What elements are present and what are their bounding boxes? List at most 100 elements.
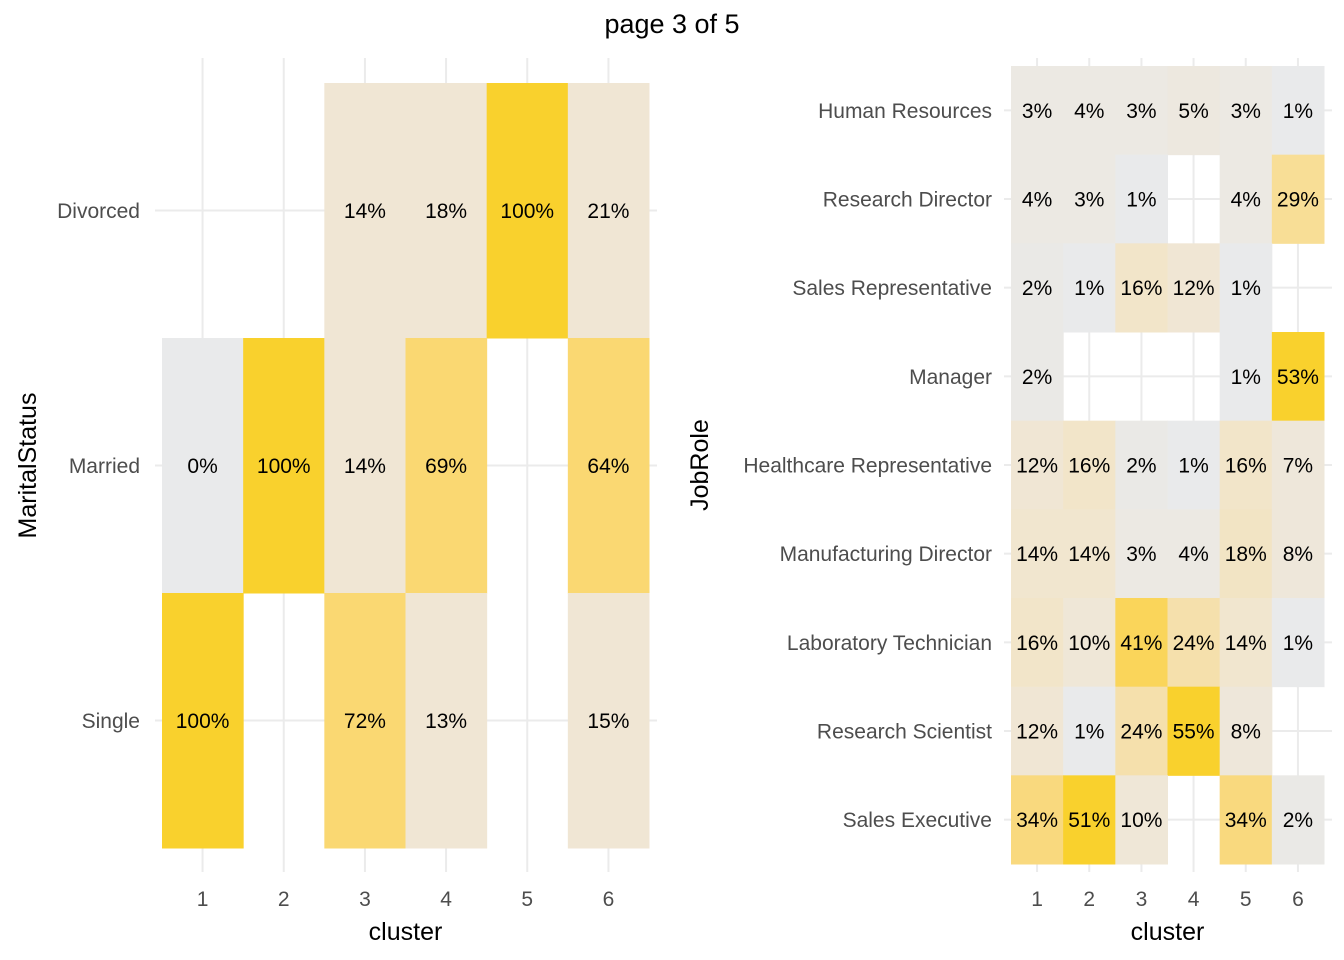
cell-label: 21% <box>587 200 629 223</box>
x-axis-title: cluster <box>1131 918 1205 946</box>
cell-label: 14% <box>344 200 386 223</box>
y-tick-label: Manager <box>909 366 992 389</box>
y-tick-label: Research Scientist <box>817 721 992 744</box>
cell-label: 8% <box>1283 543 1313 566</box>
heatmap-cell <box>567 83 650 339</box>
heatmap-cell <box>1063 243 1116 333</box>
cell-label: 100% <box>176 710 230 733</box>
cell-label: 3% <box>1126 100 1156 123</box>
heatmap-cell <box>324 593 406 849</box>
cell-label: 1% <box>1074 721 1104 744</box>
heatmap-cell <box>243 338 325 594</box>
page-title: page 3 of 5 <box>604 9 739 39</box>
cell-label: 16% <box>1225 455 1267 478</box>
cell-label: 2% <box>1022 366 1052 389</box>
x-tick-label: 6 <box>1292 888 1304 911</box>
heatmap-cell <box>405 338 488 594</box>
heatmap-cell <box>567 338 650 594</box>
heatmap-cell <box>1219 686 1273 776</box>
y-axis-title: JobRole <box>686 419 714 511</box>
heatmap-cell <box>1271 420 1325 510</box>
heatmap-cell <box>1011 243 1064 333</box>
heatmap-cell <box>1219 154 1273 244</box>
cell-label: 14% <box>344 455 386 478</box>
heatmap-cell <box>1011 686 1064 776</box>
y-tick-label: Healthcare Representative <box>743 455 992 478</box>
cell-label: 72% <box>344 710 386 733</box>
cell-label: 3% <box>1074 189 1104 212</box>
heatmap-cell <box>1063 686 1116 776</box>
cell-label: 3% <box>1022 100 1052 123</box>
heatmap-cell <box>1219 243 1273 333</box>
heatmap-cell <box>567 593 650 849</box>
x-tick-label: 1 <box>197 888 209 911</box>
heatmap-cell <box>405 83 488 339</box>
cell-label: 34% <box>1016 809 1058 832</box>
x-tick-label: 3 <box>1136 888 1148 911</box>
cell-label: 24% <box>1120 721 1162 744</box>
cell-label: 14% <box>1016 543 1058 566</box>
y-tick-label: Manufacturing Director <box>780 543 992 566</box>
cell-label: 1% <box>1231 277 1261 300</box>
cell-label: 100% <box>257 455 311 478</box>
y-tick-label: Human Resources <box>818 100 992 123</box>
cell-label: 16% <box>1120 277 1162 300</box>
heatmap-cell <box>1011 420 1064 510</box>
cell-label: 0% <box>187 455 217 478</box>
heatmap-cell <box>405 593 488 849</box>
heatmap-cell <box>162 593 244 849</box>
heatmap-cell <box>486 83 569 339</box>
heatmap-cell <box>1011 66 1064 156</box>
cell-label: 1% <box>1283 100 1313 123</box>
x-tick-label: 6 <box>603 888 615 911</box>
x-tick-label: 1 <box>1031 888 1043 911</box>
heatmap-cell <box>1115 243 1168 333</box>
heatmap-cell <box>1219 66 1273 156</box>
cell-label: 69% <box>425 455 467 478</box>
heatmap-cell <box>1115 154 1168 244</box>
heatmap-cell <box>1219 775 1273 865</box>
heatmap-cell <box>1167 598 1221 688</box>
cell-label: 4% <box>1231 189 1261 212</box>
x-tick-label: 2 <box>1083 888 1095 911</box>
heatmap-cell <box>1011 775 1064 865</box>
heatmap-cell <box>1011 509 1064 599</box>
cell-label: 10% <box>1120 809 1162 832</box>
x-tick-label: 5 <box>1240 888 1252 911</box>
cell-label: 18% <box>425 200 467 223</box>
cell-label: 2% <box>1283 809 1313 832</box>
heatmap-cell <box>1115 686 1168 776</box>
y-tick-label: Sales Executive <box>843 809 992 832</box>
cell-label: 51% <box>1068 809 1110 832</box>
heatmap-cell <box>1011 598 1064 688</box>
x-axis-title: cluster <box>369 918 443 946</box>
cell-label: 12% <box>1016 455 1058 478</box>
cell-label: 4% <box>1022 189 1052 212</box>
heatmap-cell <box>1271 154 1325 244</box>
cell-label: 24% <box>1173 632 1215 655</box>
x-tick-label: 4 <box>1188 888 1200 911</box>
heatmap-cell <box>1219 598 1273 688</box>
cell-label: 16% <box>1016 632 1058 655</box>
cell-label: 1% <box>1178 455 1208 478</box>
cell-label: 64% <box>587 455 629 478</box>
cell-label: 2% <box>1022 277 1052 300</box>
cell-label: 15% <box>587 710 629 733</box>
heatmap-cell <box>1115 775 1168 865</box>
cell-label: 16% <box>1068 455 1110 478</box>
cell-label: 3% <box>1231 100 1261 123</box>
heatmap-cell <box>1271 775 1325 865</box>
cell-label: 53% <box>1277 366 1319 389</box>
heatmap-cell <box>1011 154 1064 244</box>
marital-status-heatmap: 14% 18% 100% 21%0% 100% 14% 69% 64%100% 72% 13% 15… <box>14 58 657 946</box>
cell-label: 7% <box>1283 455 1313 478</box>
heatmap-cell <box>1063 509 1116 599</box>
cell-label: 1% <box>1283 632 1313 655</box>
y-tick-label: Research Director <box>823 189 992 212</box>
x-tick-label: 5 <box>521 888 533 911</box>
heatmap-cell <box>1063 154 1116 244</box>
cell-label: 2% <box>1126 455 1156 478</box>
cell-label: 29% <box>1277 189 1319 212</box>
y-tick-label: Divorced <box>57 200 140 223</box>
